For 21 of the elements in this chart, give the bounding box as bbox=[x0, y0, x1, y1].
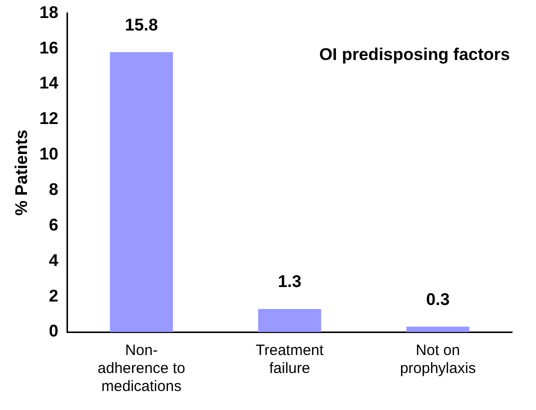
y-axis-title: % Patients bbox=[12, 130, 31, 216]
y-tick-label: 18 bbox=[39, 2, 58, 22]
y-tick-label: 0 bbox=[48, 322, 58, 341]
bar bbox=[258, 308, 322, 332]
bar bbox=[406, 326, 470, 332]
y-tick-label: 16 bbox=[39, 38, 58, 58]
y-tick-label: 8 bbox=[48, 180, 58, 199]
data-label: 15.8 bbox=[124, 15, 158, 34]
bar bbox=[110, 52, 173, 332]
y-tick-label: 6 bbox=[48, 215, 58, 234]
y-tick-label: 4 bbox=[48, 250, 59, 270]
y-tick-label: 14 bbox=[39, 74, 59, 93]
x-tick-label: Non-adherence to medications bbox=[98, 342, 186, 396]
data-label: 1.3 bbox=[278, 272, 302, 292]
x-tick-label: Treatment failure bbox=[256, 342, 324, 378]
x-tick-label: Not on prophylaxis bbox=[400, 342, 476, 378]
y-tick-label: 12 bbox=[39, 109, 58, 128]
data-label: 0.3 bbox=[426, 290, 450, 309]
y-tick-label: 2 bbox=[48, 286, 58, 306]
y-tick-label: 10 bbox=[39, 144, 58, 164]
text: OI predisposing factors bbox=[319, 44, 510, 64]
